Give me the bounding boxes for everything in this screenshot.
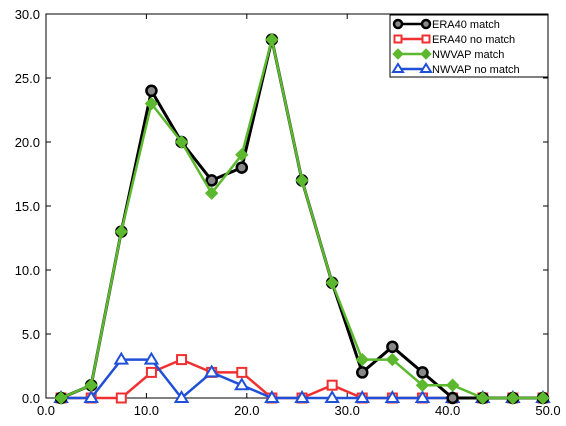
x-tick-label: 30.0 <box>335 403 360 418</box>
x-tick-label: 20.0 <box>234 403 259 418</box>
y-tick-label: 15.0 <box>15 199 40 214</box>
data-point <box>265 32 279 47</box>
legend-label: NWVAP match <box>432 49 504 61</box>
plot-series <box>53 32 551 405</box>
data-point <box>355 352 369 367</box>
data-point <box>354 390 371 403</box>
x-tick-label: 40.0 <box>435 403 460 418</box>
legend-label: ERA40 no match <box>432 34 515 46</box>
series-line <box>60 38 543 400</box>
legend-box <box>389 14 549 78</box>
data-point <box>506 391 520 405</box>
data-point <box>385 352 400 367</box>
data-point <box>384 390 401 403</box>
legend-marker <box>420 48 432 60</box>
legend-item: ERA40 match <box>392 18 500 31</box>
data-point <box>204 186 219 200</box>
legend-marker <box>391 62 405 73</box>
legend-label: ERA40 match <box>432 19 500 31</box>
legend-item: NWVAP match <box>392 48 504 61</box>
data-point <box>236 366 248 378</box>
series-era40-match <box>54 33 550 405</box>
data-point <box>176 354 188 366</box>
data-point <box>415 378 430 392</box>
legend-marker <box>393 34 403 44</box>
y-tick-label: 30.0 <box>15 7 40 22</box>
legend: ERA40 match ERA40 no match NWVAP match NWVA… <box>389 14 549 78</box>
data-point <box>115 392 127 404</box>
x-tick-label: 0.0 <box>37 403 55 418</box>
series-nwvap-match <box>54 32 550 405</box>
data-point <box>476 391 490 405</box>
data-point <box>205 174 218 187</box>
legend-marker <box>421 34 431 44</box>
y-tick-label: 0.0 <box>22 391 40 406</box>
data-point <box>356 366 369 379</box>
data-point <box>143 351 160 365</box>
x-tick-label: 50.0 <box>535 403 560 418</box>
series-line <box>60 38 543 400</box>
y-tick-label: 10.0 <box>15 263 40 278</box>
data-point <box>325 276 339 290</box>
data-point <box>264 390 280 403</box>
data-point <box>203 364 220 378</box>
data-point <box>145 366 157 378</box>
data-point <box>54 391 68 405</box>
data-point <box>173 390 190 403</box>
data-point <box>326 379 338 391</box>
data-point <box>145 84 158 98</box>
y-tick-label: 5.0 <box>22 327 40 342</box>
data-point <box>416 366 429 379</box>
data-point <box>536 391 550 405</box>
data-point <box>414 390 431 403</box>
legend-item: ERA40 no match <box>393 34 515 46</box>
data-point <box>294 390 310 403</box>
data-point <box>295 173 309 188</box>
data-point <box>113 351 130 365</box>
data-point <box>234 377 250 391</box>
legend-item: NWVAP no match <box>391 62 520 76</box>
data-point <box>386 340 399 354</box>
x-tick-label: 10.0 <box>134 403 159 418</box>
legend-label: NWVAP no match <box>432 64 520 76</box>
data-point <box>446 391 459 405</box>
y-tick-label: 20.0 <box>15 135 40 150</box>
legend-marker <box>392 48 404 60</box>
data-point <box>83 390 99 403</box>
y-tick-label: 25.0 <box>15 71 40 86</box>
legend-marker <box>392 18 404 30</box>
data-point <box>174 135 189 149</box>
data-point <box>324 390 340 403</box>
data-point <box>235 161 249 174</box>
data-point <box>114 224 129 239</box>
legend-marker <box>419 62 433 73</box>
data-point <box>144 96 159 111</box>
data-point <box>235 148 249 162</box>
legend-marker <box>420 18 432 30</box>
data-point <box>445 378 460 392</box>
data-point <box>84 378 98 392</box>
